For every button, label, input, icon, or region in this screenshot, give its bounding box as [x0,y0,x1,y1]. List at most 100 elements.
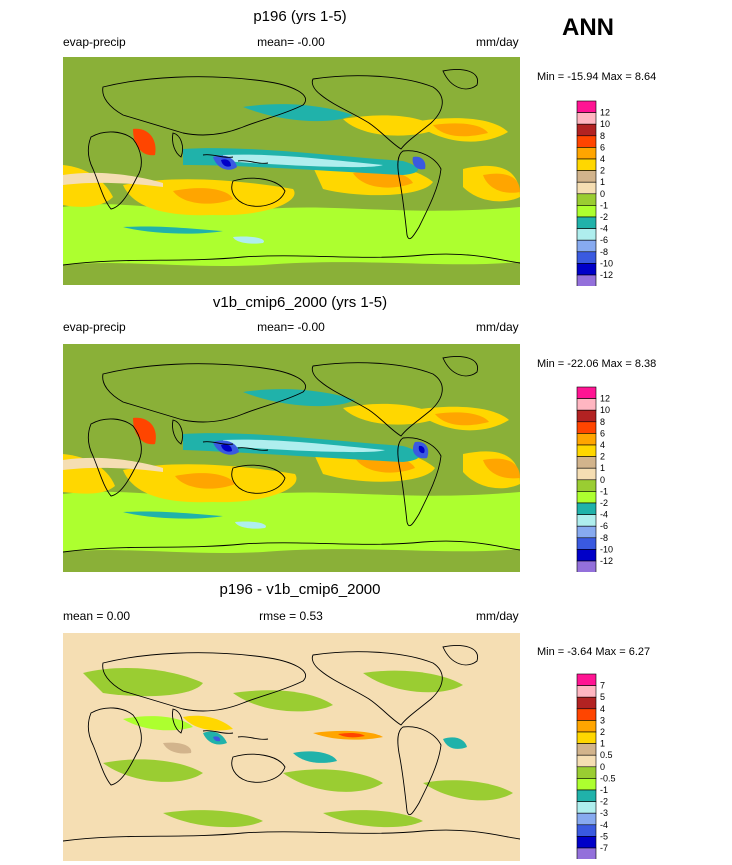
colorbar-box [576,251,597,264]
colorbar-box [576,824,597,837]
colorbar-box [576,228,597,241]
colorbar-tick-label: 12 [600,108,610,118]
colorbar-tick-label: 0 [600,189,605,199]
colorbar-box [576,847,597,859]
colorbar-box [576,193,597,206]
contour-red-itcz [338,732,365,738]
colorbar-box [576,421,597,434]
panel-3-colorbar: 75 43 2 10.5 0-0.5 -1 -2-3 -4-5 -7 [576,673,616,859]
panel-1-title: p196 (yrs 1-5) [253,8,347,25]
colorbar-box [576,386,597,399]
colorbar-box [576,514,597,527]
contour-green-patch-4 [103,759,203,782]
season-label: ANN [562,14,614,41]
contour-orange-s-atl-east [483,173,520,193]
coastlines [63,645,520,842]
panel-3-minmax: Min = -3.64 Max = 6.27 [537,646,651,658]
panel-3-left-label: mean = 0.00 [63,609,131,623]
colorbar-box [576,409,597,423]
colorbar-tick-label: 0 [600,762,605,772]
coast-antarctica [63,540,520,553]
colorbar-box [576,263,597,276]
coast-africa [87,707,142,786]
colorbar-tick-label: 4 [600,440,605,450]
coast-greenland [442,356,478,377]
contour-teal-southern [123,511,223,519]
coast-india [172,132,184,158]
colorbar-box [576,696,597,710]
coast-greenland [442,645,478,666]
contour-green-patch-6 [423,780,513,801]
colorbar-box [576,100,597,113]
colorbar-box [576,537,597,550]
contour-tan-patch [163,742,192,754]
colorbar-tick-label: -6 [600,235,608,245]
contour-orange-s-pacific [353,170,413,188]
colorbar-box [576,801,597,814]
coast-india [172,419,184,445]
field-contours [83,668,513,828]
colorbar-tick-label: -7 [600,843,608,853]
coast-australia [231,464,286,494]
colorbar-tick-label: -1 [600,486,608,496]
panel-1-right-label: mm/day [476,35,519,49]
colorbar-tick-label: -1 [600,785,608,795]
panel-3-map [63,633,520,861]
colorbar-box [576,135,597,148]
contour-teal-southern [123,226,223,234]
contour-darkblue-warm-pool [221,159,231,167]
colorbar-tick-label: -12 [600,270,613,280]
contour-green-patch-7 [163,810,263,828]
coast-africa [87,418,142,497]
colorbar-box [576,274,597,286]
contour-green-patch-2 [233,690,333,712]
colorbar-box [576,181,597,195]
colorbar-tick-label: -4 [600,224,608,234]
colorbar-tick-label: -1 [600,200,608,210]
colorbar-tick-label: -2 [600,212,608,222]
colorbar-box [576,491,597,504]
colorbar-box [576,778,597,791]
colorbar-tick-label: 4 [600,704,605,714]
colorbar-box [576,444,597,457]
contour-darkblue-warm-pool [221,444,232,452]
colorbar-tick-label: 6 [600,428,605,438]
panel-1-map [63,57,520,285]
colorbar-tick-label: 5 [600,692,605,702]
colorbar-tick-label: -3 [600,808,608,818]
coast-north-america [311,651,443,726]
contour-yellow-itcz [183,715,233,731]
colorbar-box [576,158,597,171]
colorbar-tick-label: -4 [600,510,608,520]
colorbar-box [576,685,597,698]
colorbar-box [576,812,597,826]
colorbar-box [576,467,597,481]
panel-2-left-label: evap-precip [63,320,126,334]
colorbar-box [576,112,597,125]
coast-eurasia [102,652,306,712]
colorbar-box [576,766,597,779]
colorbar-tick-label: -4 [600,820,608,830]
contour-green-patch-8 [323,810,423,828]
colorbar-box [576,170,597,183]
colorbar-tick-label: -2 [600,498,608,508]
contour-yellow-n-pacific [343,115,438,136]
coast-india [172,708,184,734]
coastlines [63,356,520,553]
contour-lightblue-itcz [223,439,385,453]
coast-antarctica [63,253,520,266]
contour-blue-maritime [213,736,221,742]
colorbar-box [576,549,597,562]
contour-lightblue-itcz [223,154,383,168]
colorbar-tick-label: 8 [600,131,605,141]
colorbar-tick-label: 10 [600,405,610,415]
colorbar-boxes [576,386,597,572]
contour-tan-band [63,457,163,472]
contour-orange-n-atl [435,412,489,426]
colorbar-tick-label: -6 [600,521,608,531]
contour-orange-arabia [133,417,156,445]
colorbar-tick-label: 7 [600,681,605,691]
colorbar-tick-label: -10 [600,544,613,554]
colorbar-box [576,836,597,849]
